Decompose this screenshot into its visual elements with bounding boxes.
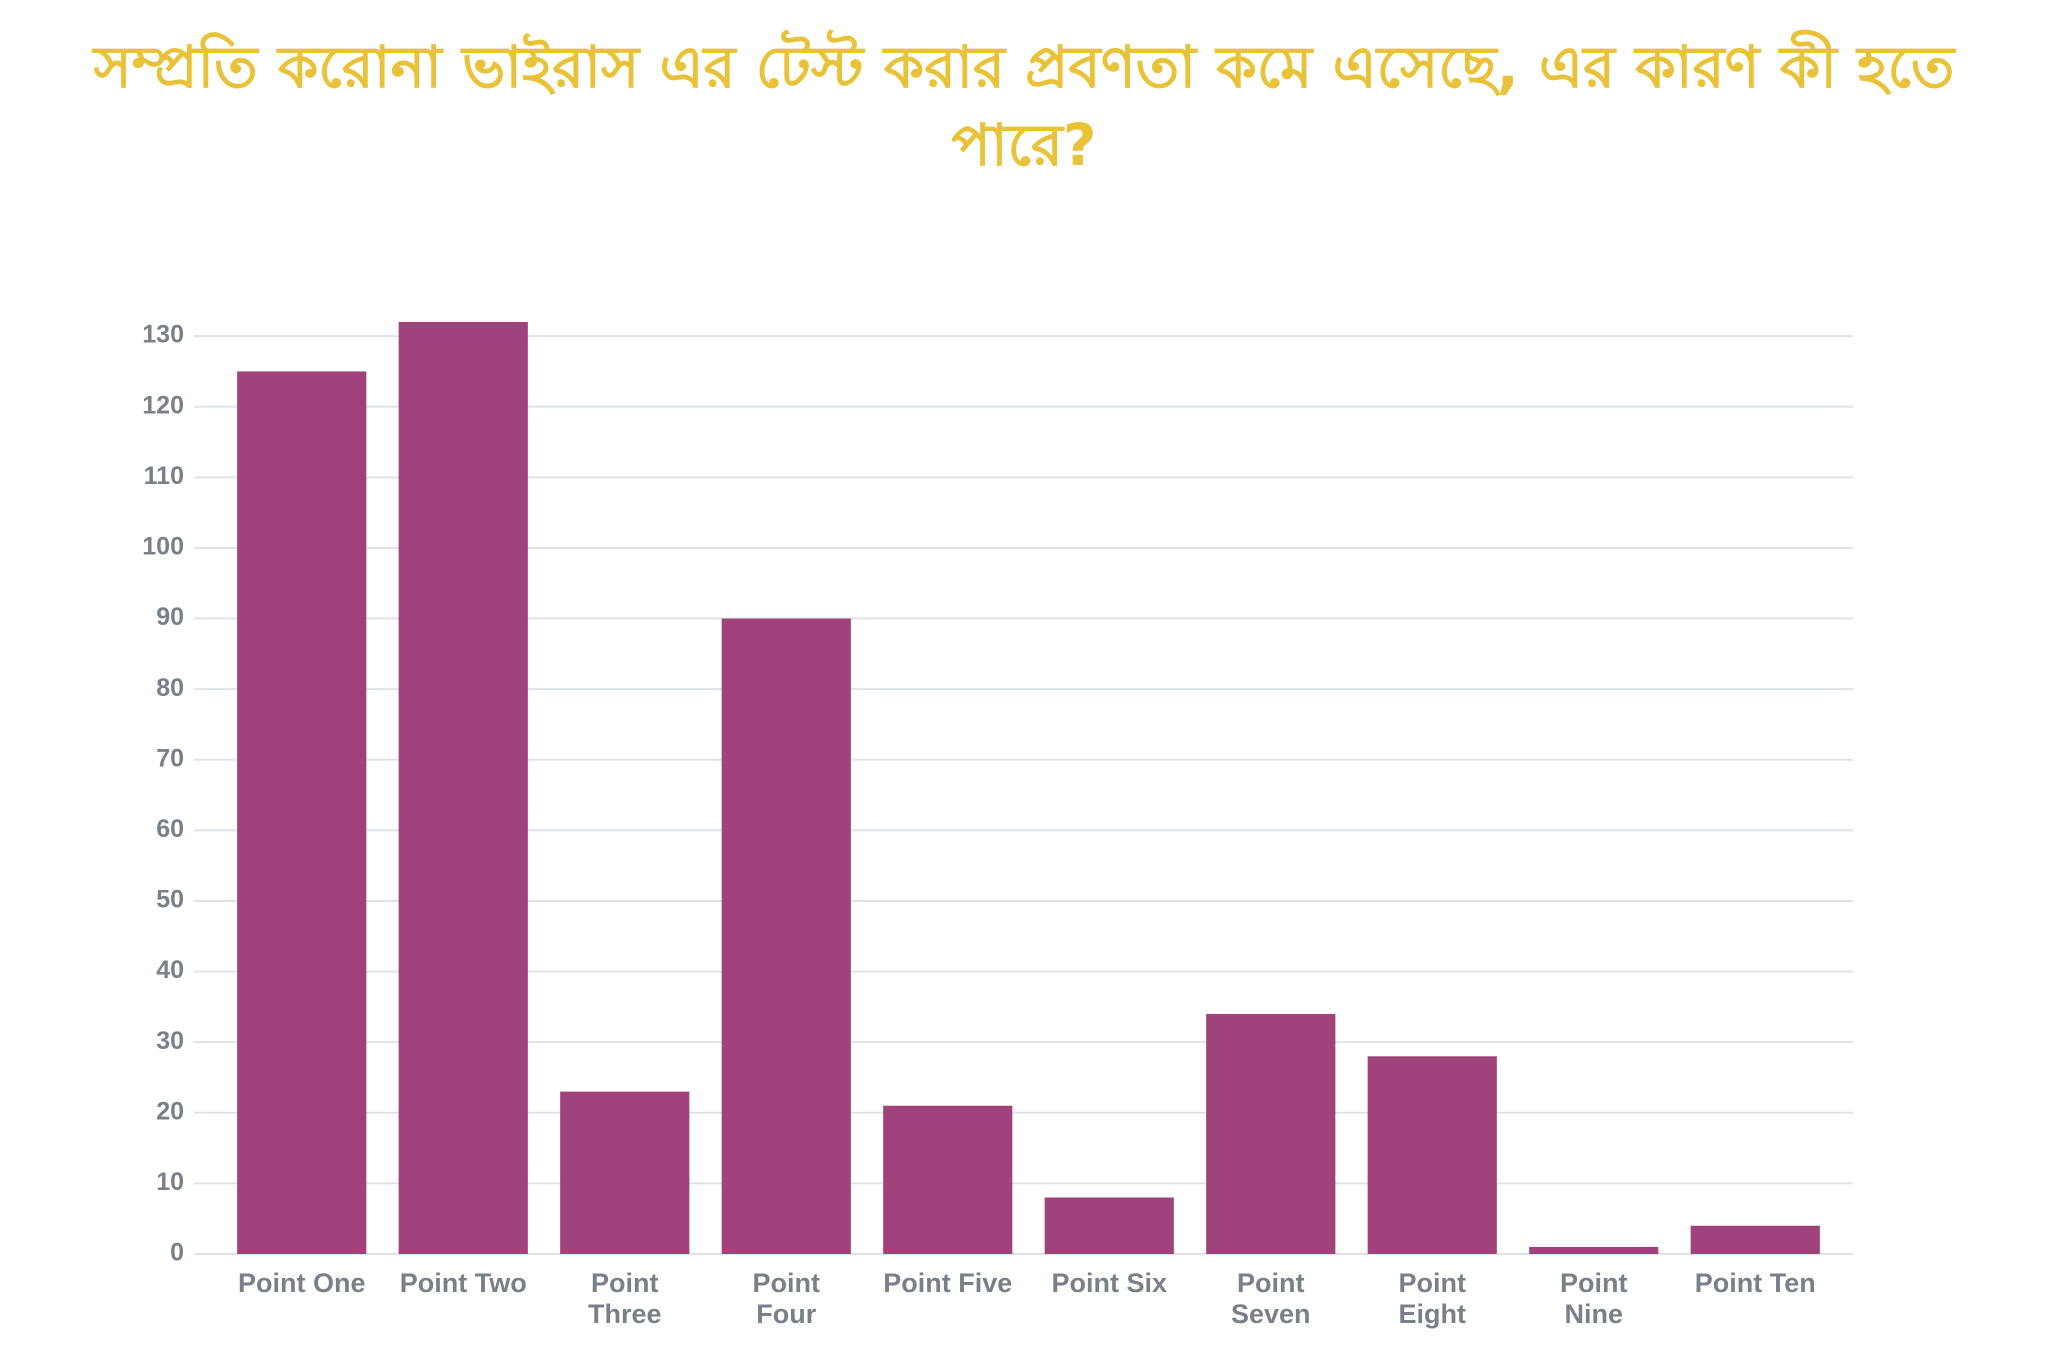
- bar: [1690, 1225, 1820, 1254]
- bar: [560, 1091, 690, 1254]
- y-tick-label: 80: [156, 674, 184, 702]
- y-tick-label: 100: [142, 533, 184, 561]
- y-tick-label: 70: [156, 744, 184, 772]
- y-tick-label: 60: [156, 815, 184, 843]
- x-tick-label: Point Nine: [1560, 1268, 1628, 1329]
- x-tick-label: Point Three: [587, 1268, 662, 1329]
- x-tick-label: Point Two: [399, 1268, 527, 1298]
- x-tick-label: Point Seven: [1230, 1268, 1311, 1329]
- x-tick-label: Point Four: [752, 1268, 821, 1329]
- x-tick-label: Point Six: [1051, 1268, 1167, 1298]
- y-tick-label: 120: [142, 391, 184, 419]
- bar: [1529, 1246, 1659, 1254]
- bar: [398, 322, 528, 1254]
- x-tick-label: Point Five: [883, 1268, 1013, 1298]
- bar: [721, 618, 851, 1254]
- y-tick-label: 110: [144, 462, 184, 490]
- y-tick-label: 130: [142, 321, 184, 349]
- bar: [1367, 1056, 1497, 1254]
- y-tick-label: 50: [156, 886, 184, 914]
- y-tick-label: 40: [156, 956, 184, 984]
- x-tick-label: Point Ten: [1694, 1268, 1816, 1298]
- y-tick-label: 20: [156, 1097, 184, 1125]
- y-tick-label: 0: [170, 1239, 184, 1267]
- bar: [883, 1105, 1013, 1254]
- y-tick-label: 10: [156, 1168, 184, 1196]
- y-tick-label: 90: [156, 603, 184, 631]
- x-tick-label: Point Eight: [1398, 1268, 1467, 1329]
- bar: [1044, 1197, 1174, 1254]
- bar: [1206, 1013, 1336, 1254]
- y-tick-label: 30: [156, 1027, 184, 1055]
- bar: [237, 371, 367, 1254]
- chart-title: সম্প্রতি করোনা ভাইরাস এর টেস্ট করার প্রব…: [93, 33, 1955, 179]
- x-tick-label: Point One: [238, 1268, 366, 1298]
